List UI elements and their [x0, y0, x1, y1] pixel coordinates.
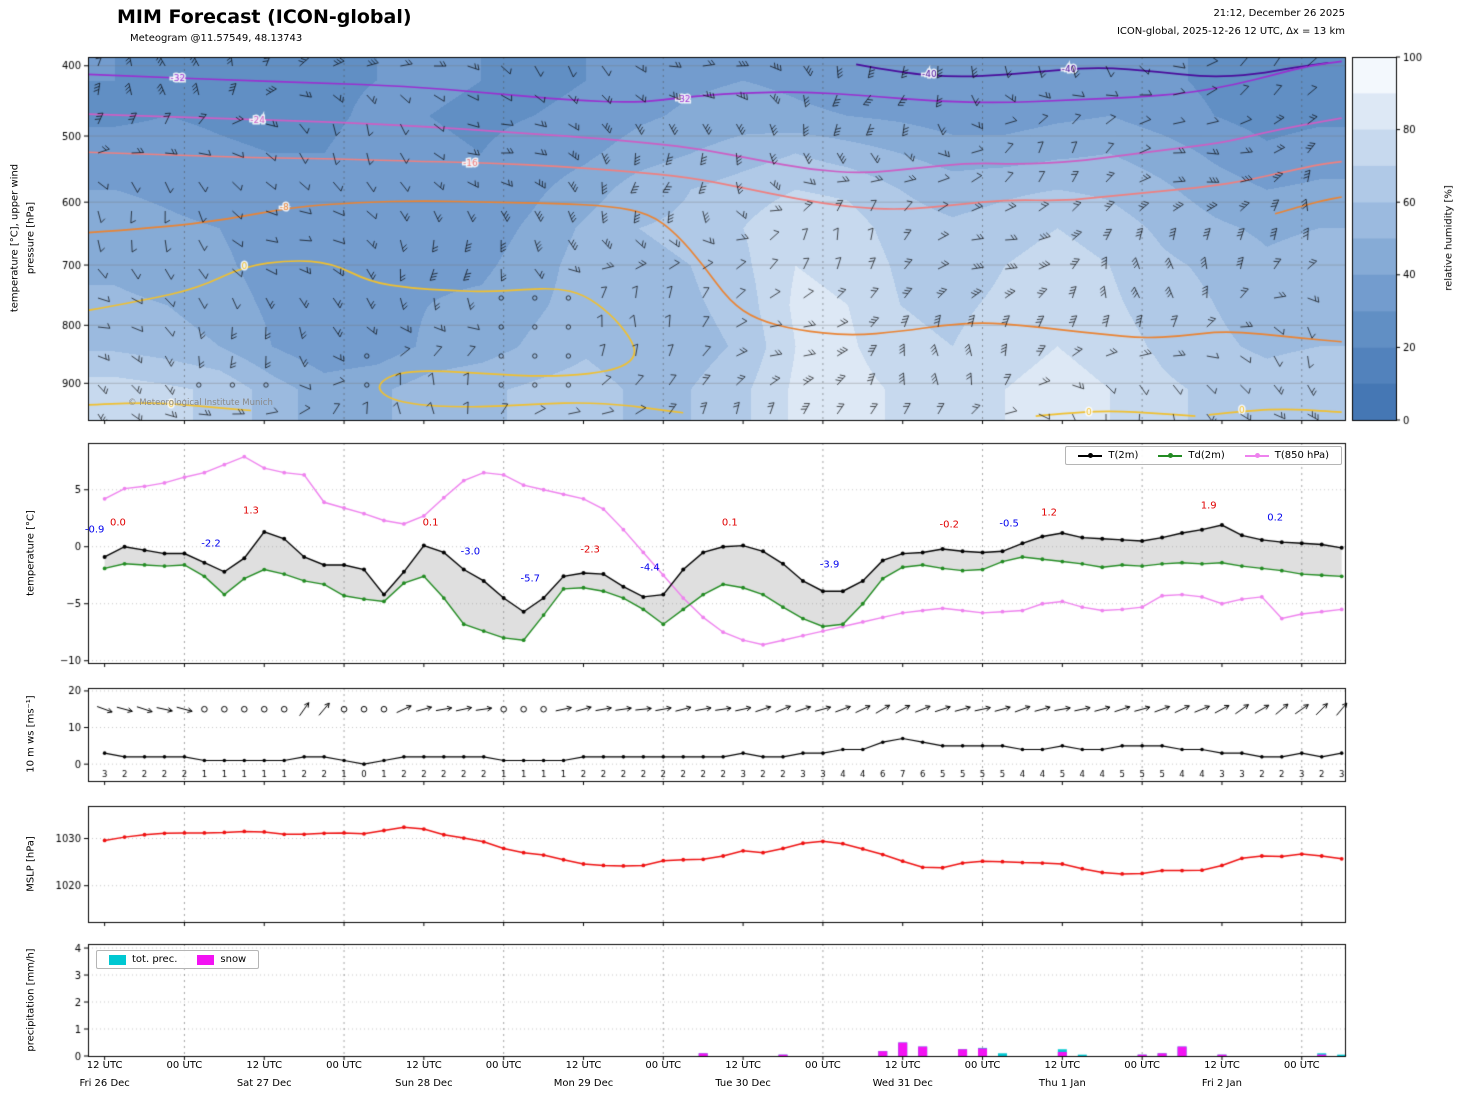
- x-tick-label: 00 UTC: [1283, 1060, 1320, 1071]
- x-tick-label: 00 UTC: [326, 1060, 362, 1071]
- legend-item-t850: T(850 hPa): [1244, 450, 1329, 461]
- temp-extreme-annotation: 1.9: [1200, 500, 1217, 512]
- x-tick-label: 12 UTC: [565, 1060, 602, 1071]
- temp-extreme-annotation: 1.2: [1041, 507, 1057, 519]
- precip-legend: tot. prec. snow: [96, 950, 260, 969]
- x-tick-label: 12 UTC: [1044, 1060, 1081, 1071]
- upper-panel-ylabel-line1: temperature [°C], upper wind: [9, 163, 21, 313]
- temp-extreme-annotation: -3.0: [460, 546, 481, 558]
- run-datetime: 21:12, December 26 2025: [1213, 8, 1345, 19]
- temp-extreme-annotation: -5.7: [520, 573, 541, 585]
- page-title: MIM Forecast (ICON-global): [117, 6, 412, 28]
- x-tick-label: 12 UTC: [86, 1060, 123, 1071]
- x-tick-label: 00 UTC: [964, 1060, 1001, 1071]
- day-label: Wed 31 Dec: [872, 1078, 933, 1089]
- day-label: Thu 1 Jan: [1038, 1078, 1086, 1089]
- x-tick-label: 12 UTC: [246, 1060, 283, 1071]
- x-tick-label: 12 UTC: [1204, 1060, 1240, 1071]
- legend-label-total-precip: tot. prec.: [132, 954, 178, 965]
- temp-extreme-annotation: -4.4: [640, 562, 660, 574]
- x-tick-label: 12 UTC: [405, 1060, 442, 1071]
- legend-label-snow: snow: [220, 954, 247, 965]
- temp-extreme-annotation: 0.0: [109, 517, 126, 529]
- day-label: Tue 30 Dec: [715, 1078, 771, 1089]
- temp-extreme-annotation: 0.2: [1267, 512, 1284, 524]
- x-tick-label: 12 UTC: [725, 1060, 761, 1071]
- x-tick-label: 00 UTC: [805, 1060, 841, 1071]
- legend-item-t2m: T(2m): [1078, 450, 1138, 461]
- legend-item-total-precip: tot. prec.: [109, 954, 177, 965]
- x-tick-label: 00 UTC: [485, 1060, 522, 1071]
- x-tick-label: 00 UTC: [645, 1060, 682, 1071]
- upper-panel-ylabel-line2: pressure [hPa]: [25, 201, 37, 275]
- temp-extreme-annotation: 1.3: [242, 505, 259, 517]
- total-precip-swatch: [109, 954, 126, 965]
- temperature-legend: T(2m) Td(2m) T(850 hPa): [1065, 446, 1342, 465]
- temp-extreme-annotation: -0.9: [84, 524, 105, 536]
- precip-panel-ylabel: precipitation [mm/h]: [25, 948, 37, 1052]
- legend-item-td2m: Td(2m): [1158, 450, 1225, 461]
- colorbar-label: relative humidity [%]: [1443, 185, 1455, 291]
- day-label: Sun 28 Dec: [395, 1078, 453, 1089]
- temp-extreme-annotation: -3.9: [819, 559, 840, 571]
- temperature-panel-ylabel: temperature [°C]: [25, 510, 37, 596]
- x-tick-label: 12 UTC: [884, 1060, 921, 1071]
- td2m-line-swatch: [1158, 451, 1183, 460]
- legend-item-snow: snow: [197, 954, 246, 965]
- wind-panel-ylabel: 10 m ws [ms⁻¹]: [25, 695, 37, 773]
- temp-extreme-annotation: 0.1: [422, 517, 439, 529]
- temp-extreme-annotation: -0.5: [999, 518, 1019, 530]
- legend-label-t2m: T(2m): [1108, 450, 1139, 461]
- legend-label-td2m: Td(2m): [1188, 450, 1225, 461]
- day-label: Mon 29 Dec: [553, 1078, 614, 1089]
- page-subtitle: Meteogram @11.57549, 48.13743: [130, 33, 303, 44]
- t850-line-swatch: [1244, 451, 1269, 460]
- day-label: Fri 2 Jan: [1201, 1078, 1242, 1089]
- model-info: ICON-global, 2025-12-26 12 UTC, Δx = 13 …: [1116, 26, 1345, 37]
- mslp-panel-ylabel: MSLP [hPa]: [25, 836, 37, 892]
- legend-label-t850: T(850 hPa): [1274, 450, 1329, 461]
- t2m-line-swatch: [1078, 451, 1103, 460]
- day-label: Sat 27 Dec: [236, 1078, 292, 1089]
- temp-extreme-annotation: -2.3: [580, 544, 600, 556]
- temp-extreme-annotation: -2.2: [201, 538, 221, 550]
- copyright-notice: © Meteorological Institute Munich: [128, 398, 273, 408]
- x-tick-label: 00 UTC: [166, 1060, 203, 1071]
- temp-extreme-annotation: -0.2: [939, 519, 960, 531]
- snow-swatch: [197, 954, 215, 965]
- temp-extreme-annotation: 0.1: [721, 517, 738, 529]
- x-tick-label: 00 UTC: [1124, 1060, 1161, 1071]
- day-label: Fri 26 Dec: [79, 1078, 130, 1089]
